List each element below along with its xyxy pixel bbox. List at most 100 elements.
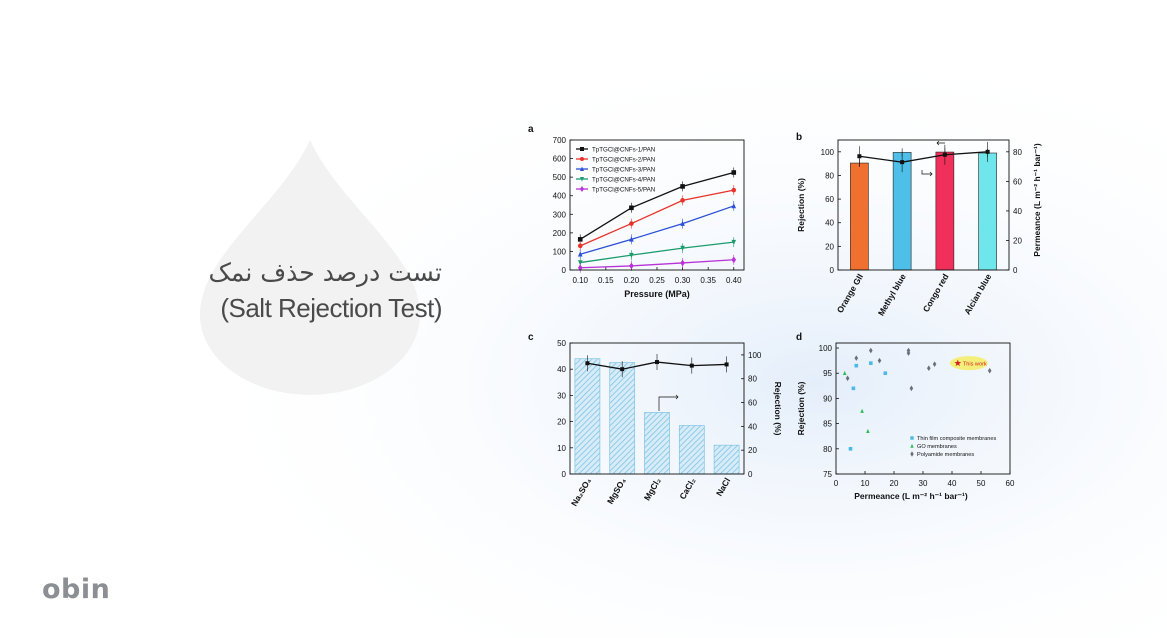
data-point [909,385,914,392]
y2-tick-label: 40 [748,422,757,431]
data-point [987,367,992,374]
data-point [680,259,685,267]
this-work-label: This work [963,361,987,367]
panel-d-label: d [796,332,802,343]
x-tick-label: 10 [861,479,870,488]
x-tick-label: 0.15 [598,276,614,285]
y2-tick-label: 80 [748,375,757,384]
data-point [860,408,864,413]
arrow-to-right-axis-icon [658,394,679,411]
panel-c-label: c [528,332,534,343]
y-tick-label: 100 [819,344,833,353]
y-tick-label: 10 [557,444,566,453]
data-point [866,428,870,433]
data-point [629,205,634,211]
x-tick-label: MgCl₂ [642,476,663,502]
data-point [942,152,947,157]
x-axis-label: Permeance (L m⁻² h⁻¹ bar⁻¹) [854,491,968,501]
y2-axis-label: Rejection (%) [773,382,783,436]
data-point [985,149,990,154]
y-tick-label: 500 [553,173,567,182]
data-point [869,347,873,354]
legend-marker [910,443,914,448]
bar [713,444,740,475]
y-tick-label: 600 [553,155,567,164]
x-tick-label: 20 [890,479,899,488]
data-point [877,357,882,364]
bar [609,362,636,475]
data-point [848,447,853,451]
legend-marker [910,451,914,457]
x-axis-label: Pressure (MPa) [624,289,690,299]
series-line [580,241,734,264]
data-point [680,220,685,226]
bar [978,152,997,271]
panel-c-frame [569,342,745,475]
y-tick-label: 40 [825,219,834,228]
data-point [845,375,850,382]
x-tick-label: 60 [1006,479,1015,488]
y-tick-label: 90 [823,394,832,403]
y-tick-label: 75 [823,470,832,479]
data-point [577,243,583,249]
panel-d-frame [835,342,1011,475]
y-axis-label: Rejection (%) [796,178,806,232]
legend-entry: TpTGCl@CNFs-1/PAN [592,147,655,154]
y2-tick-label: 100 [748,351,762,360]
y2-tick-label: 0 [748,470,753,479]
data-point [857,154,862,159]
data-point [680,245,685,251]
bar [935,151,955,271]
data-point [629,236,634,242]
y-tick-label: 0 [562,266,567,275]
x-tick-label: Orange GII [835,272,865,315]
panel-b-label: b [796,132,802,143]
x-tick-label: 0.25 [649,276,665,285]
data-point [585,361,590,366]
y-tick-label: 200 [553,229,567,238]
series-line [580,259,734,269]
highlight-halo [949,356,988,371]
x-tick-label: NaCl [714,476,732,498]
legend-marker [580,157,584,161]
x-tick-label: Congo red [921,272,951,314]
panel-b-bar-chart: b 0 20 40 60 80 100 0 20 40 60 80 Rejection (%) Perme… [796,132,1042,318]
y-tick-label: 30 [557,391,566,400]
data-point [731,239,737,245]
legend-entry: GO membranes [917,444,957,450]
y2-tick-label: 20 [748,446,757,455]
data-point [927,365,931,371]
y-tick-label: 300 [553,210,567,219]
x-tick-label: 0.40 [726,276,742,285]
data-point [577,251,583,257]
data-point [906,350,911,356]
y-tick-label: 100 [553,247,567,256]
y-tick-label: 40 [557,365,566,374]
legend-entry: Polyamide membranes [917,452,974,458]
x-tick-label: 0.35 [700,276,716,285]
arrow-to-right-axis-icon [921,170,933,177]
x-tick-label: CaCl₂ [677,476,697,501]
legend-marker [580,177,584,182]
bar [644,412,670,475]
x-tick-label: 50 [977,479,986,488]
bar [850,162,869,271]
data-point [577,264,583,272]
data-point [689,363,694,368]
y-tick-label: 60 [825,195,834,204]
y-tick-label: 80 [823,445,832,454]
series-line [580,205,734,255]
legend-entry: TpTGCl@CNFs-2/PAN [592,157,655,164]
x-tick-label: Na₂SO₄ [569,476,593,508]
y-tick-label: 400 [553,192,567,201]
x-tick-label: Methyl blue [876,272,908,318]
data-point [869,361,873,365]
x-tick-label: 0.20 [624,276,640,285]
legend-marker [580,147,584,151]
data-point [724,362,729,367]
data-point [731,256,737,264]
x-tick-label: 0 [834,479,839,488]
data-point [680,184,685,189]
data-point [900,160,905,165]
